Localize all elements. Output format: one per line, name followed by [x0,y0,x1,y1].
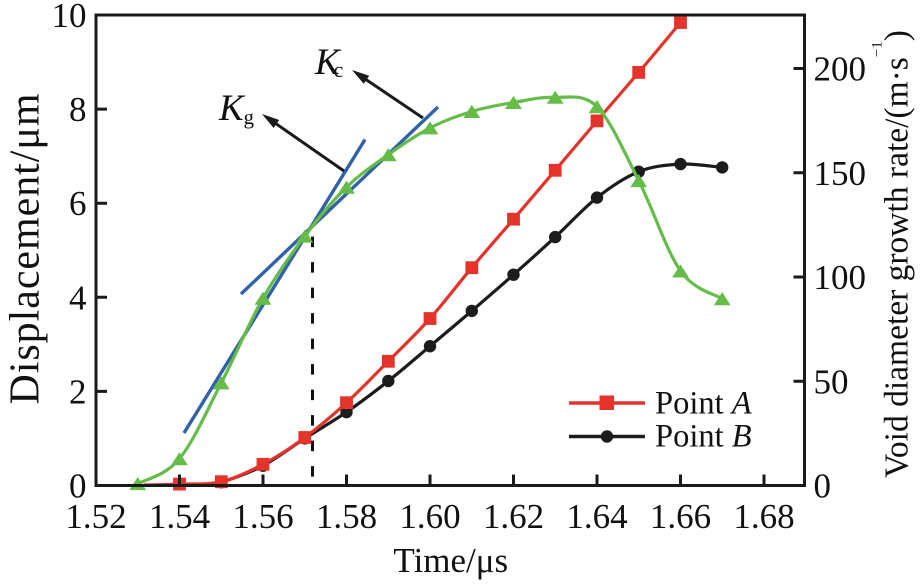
svg-text:1.54: 1.54 [149,497,210,536]
svg-text:1.68: 1.68 [733,497,794,536]
svg-text:100: 100 [814,258,867,297]
svg-text:10: 10 [52,0,87,35]
svg-text:1.60: 1.60 [399,497,460,536]
svg-text:4: 4 [69,278,87,317]
svg-text:c: c [334,57,344,82]
svg-text:8: 8 [69,90,87,129]
svg-text:0: 0 [69,467,87,506]
svg-text:1.56: 1.56 [232,497,293,536]
svg-text:6: 6 [69,184,87,223]
svg-text:K: K [314,42,342,83]
svg-text:50: 50 [814,362,849,401]
svg-text:0: 0 [814,467,832,506]
svg-text:1.58: 1.58 [316,497,377,536]
svg-text:Time/μs: Time/μs [393,541,508,580]
svg-text:Displacement/μm: Displacement/μm [3,93,49,404]
svg-text:1.52: 1.52 [65,497,126,536]
svg-text:Point B: Point B [655,419,752,455]
svg-text:2: 2 [69,372,87,411]
svg-text:150: 150 [814,154,867,193]
svg-text:1.66: 1.66 [650,497,711,536]
svg-text:K: K [218,88,246,129]
svg-text:200: 200 [814,50,867,89]
svg-text:g: g [244,105,255,129]
svg-text:1.62: 1.62 [483,497,544,536]
svg-text:1.64: 1.64 [566,497,627,536]
svg-text:Point A: Point A [655,386,752,422]
